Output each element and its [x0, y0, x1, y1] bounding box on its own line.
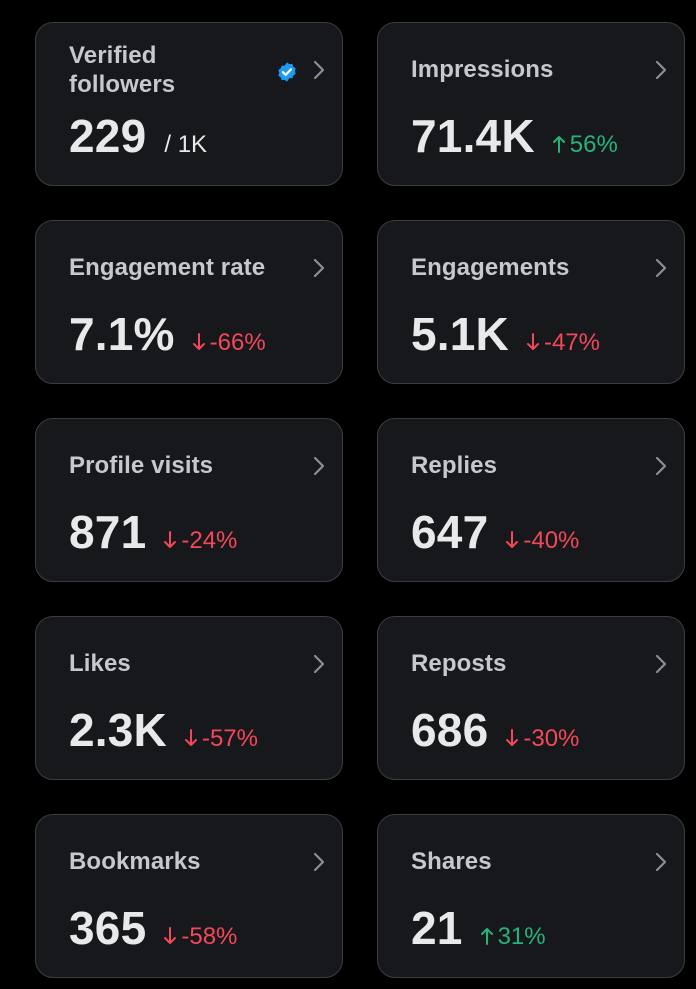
- metric-value: 686: [411, 704, 489, 756]
- chevron-right-icon: [313, 852, 325, 872]
- metric-value: 7.1%: [69, 308, 175, 360]
- metric-value-row: 21 31%: [411, 903, 546, 953]
- metric-value: 871: [69, 506, 147, 558]
- metric-value: 365: [69, 902, 147, 954]
- metric-suffix: / 1K: [164, 131, 208, 158]
- metric-card-likes[interactable]: Likes 2.3K -57%: [35, 616, 343, 780]
- metric-card-shares[interactable]: Shares 21 31%: [377, 814, 685, 978]
- chevron-right-icon: [655, 258, 667, 278]
- metric-card-bookmarks[interactable]: Bookmarks 365 -58%: [35, 814, 343, 978]
- metric-delta: -24%: [163, 527, 237, 555]
- metric-card-profile-visits[interactable]: Profile visits 871 -24%: [35, 418, 343, 582]
- arrow-down-icon: [164, 927, 177, 944]
- metric-delta: -66%: [192, 329, 266, 357]
- metric-value-row: 229 / 1K: [69, 111, 207, 161]
- arrow-down-icon: [506, 729, 519, 746]
- arrow-down-icon: [184, 729, 197, 746]
- chevron-right-icon: [313, 60, 325, 80]
- chevron-right-icon: [313, 654, 325, 674]
- metric-value-row: 71.4K 56%: [411, 111, 618, 161]
- metric-delta-value: -24%: [181, 527, 238, 554]
- arrow-up-icon: [552, 136, 565, 153]
- metric-label: Likes: [69, 650, 131, 677]
- arrow-down-icon: [506, 531, 519, 548]
- metric-label: Reposts: [411, 650, 507, 677]
- arrow-up-icon: [480, 928, 493, 945]
- chevron-right-icon: [313, 258, 325, 278]
- arrow-down-icon: [192, 333, 205, 350]
- verified-badge-icon: [278, 62, 296, 82]
- metric-card-engagements[interactable]: Engagements 5.1K -47%: [377, 220, 685, 384]
- chevron-right-icon: [313, 456, 325, 476]
- metric-delta-value: 31%: [497, 923, 546, 950]
- metric-card-engagement-rate[interactable]: Engagement rate 7.1% -66%: [35, 220, 343, 384]
- metric-value: 5.1K: [411, 308, 509, 360]
- chevron-right-icon: [655, 852, 667, 872]
- metric-card-replies[interactable]: Replies 647 -40%: [377, 418, 685, 582]
- metric-value-row: 365 -58%: [69, 903, 237, 953]
- metric-value: 229: [69, 110, 147, 162]
- metric-label: Engagement rate: [69, 254, 266, 281]
- metric-delta: -58%: [163, 923, 237, 951]
- metric-delta-value: 56%: [569, 131, 618, 158]
- metric-value: 2.3K: [69, 704, 167, 756]
- arrow-down-icon: [526, 333, 539, 350]
- metric-value: 71.4K: [411, 110, 535, 162]
- metric-delta: -47%: [526, 329, 600, 357]
- metric-value-row: 2.3K -57%: [69, 705, 258, 755]
- metric-delta-value: -58%: [181, 923, 238, 950]
- metric-delta: -40%: [505, 527, 579, 555]
- metric-card-reposts[interactable]: Reposts 686 -30%: [377, 616, 685, 780]
- metric-card-impressions[interactable]: Impressions 71.4K 56%: [377, 22, 685, 186]
- metric-delta-value: -47%: [543, 329, 600, 356]
- metric-delta-value: -66%: [209, 329, 266, 356]
- metric-delta: 56%: [552, 131, 618, 159]
- metric-label: Verified followers: [69, 42, 176, 98]
- metric-label: Profile visits: [69, 452, 214, 479]
- metric-value-row: 686 -30%: [411, 705, 579, 755]
- metric-value: 647: [411, 506, 489, 558]
- metric-delta-value: -30%: [523, 725, 580, 752]
- arrow-down-icon: [164, 531, 177, 548]
- metric-delta-value: -57%: [201, 725, 258, 752]
- metric-label: Engagements: [411, 254, 570, 281]
- chevron-right-icon: [655, 60, 667, 80]
- metric-value: 21: [411, 902, 463, 954]
- metric-value-row: 871 -24%: [69, 507, 237, 557]
- metric-value-row: 7.1% -66%: [69, 309, 266, 359]
- chevron-right-icon: [655, 456, 667, 476]
- metric-value-row: 647 -40%: [411, 507, 579, 557]
- metric-label: Shares: [411, 848, 492, 875]
- metric-delta: 31%: [480, 923, 546, 951]
- metric-value-row: 5.1K -47%: [411, 309, 600, 359]
- metric-delta-value: -40%: [523, 527, 580, 554]
- chevron-right-icon: [655, 654, 667, 674]
- metric-delta: -30%: [505, 725, 579, 753]
- metric-delta: -57%: [184, 725, 258, 753]
- metric-label: Bookmarks: [69, 848, 201, 875]
- metric-label: Replies: [411, 452, 498, 479]
- metric-card-verified-followers[interactable]: Verified followers 229 / 1K: [35, 22, 343, 186]
- metric-label: Impressions: [411, 56, 554, 83]
